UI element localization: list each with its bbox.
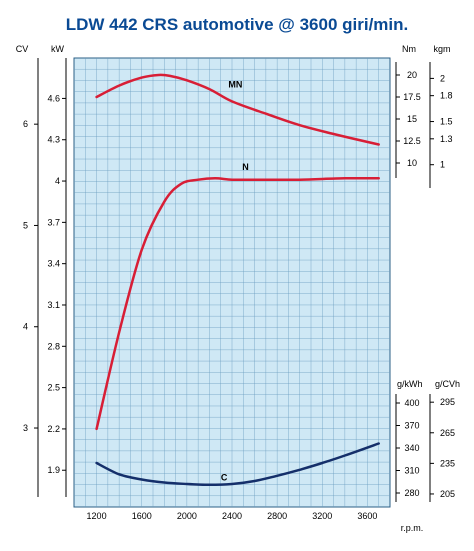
kw-tick-label: 2.5: [47, 383, 60, 393]
axes: 1200 1600 2000 2400 2800 3200 3600r.p.m.CV3456…: [16, 44, 460, 533]
curve-label-n: N: [242, 162, 249, 172]
kgm-tick-label: 1.8: [440, 91, 453, 101]
gkwh-tick-label: 340: [404, 443, 419, 453]
nm-tick-label: 12.5: [403, 136, 421, 146]
x-tick-label: 2800: [267, 511, 287, 521]
gcvh-tick-label: 205: [440, 489, 455, 499]
cv-tick-label: 4: [23, 322, 28, 332]
gkwh-tick-label: 280: [404, 488, 419, 498]
kw-tick-label: 3.4: [47, 259, 60, 269]
kgm-axis-label: kgm: [433, 44, 450, 54]
gkwh-tick-label: 310: [404, 466, 419, 476]
gkwh-tick-label: 400: [404, 398, 419, 408]
x-tick-label: 3200: [312, 511, 332, 521]
kw-tick-label: 1.9: [47, 465, 60, 475]
gcvh-tick-label: 295: [440, 397, 455, 407]
series-group: [95, 73, 380, 487]
kgm-tick-label: 1: [440, 160, 445, 170]
gcvh-tick-label: 265: [440, 428, 455, 438]
cv-tick-label: 6: [23, 119, 28, 129]
kw-tick-label: 4: [55, 176, 60, 186]
gcvh-tick-label: 235: [440, 458, 455, 468]
series-line-mn: [95, 73, 380, 146]
series-line-n: [95, 176, 380, 431]
nm-tick-label: 15: [407, 114, 417, 124]
kw-tick-label: 4.3: [47, 135, 60, 145]
grid: [74, 58, 390, 507]
curve-labels: MN N C: [221, 79, 249, 482]
series-line-c: [95, 442, 380, 487]
kgm-tick-label: 1.3: [440, 134, 453, 144]
kw-tick-label: 3.7: [47, 217, 60, 227]
gkwh-tick-label: 370: [404, 421, 419, 431]
kw-tick-label: 2.8: [47, 341, 60, 351]
nm-tick-label: 17.5: [403, 92, 421, 102]
chart-title: LDW 442 CRS automotive @ 3600 giri/min.: [66, 15, 409, 34]
nm-tick-label: 10: [407, 158, 417, 168]
curve-label-c: C: [221, 472, 228, 482]
nm-axis-label: Nm: [402, 44, 416, 54]
kw-tick-label: 4.6: [47, 93, 60, 103]
gcvh-axis-label: g/CVh: [435, 379, 460, 389]
nm-tick-label: 20: [407, 70, 417, 80]
kgm-tick-label: 1.5: [440, 117, 453, 127]
curve-label-mn: MN: [228, 79, 242, 89]
x-axis-label: r.p.m.: [401, 523, 424, 533]
x-tick-label: 2400: [222, 511, 242, 521]
cv-tick-label: 5: [23, 220, 28, 230]
cv-axis-label: CV: [16, 44, 29, 54]
kw-tick-label: 3.1: [47, 300, 60, 310]
gkwh-axis-label: g/kWh: [397, 379, 423, 389]
x-tick-label: 1600: [132, 511, 152, 521]
x-tick-label: 2000: [177, 511, 197, 521]
kw-tick-label: 2.2: [47, 424, 60, 434]
cv-tick-label: 3: [23, 423, 28, 433]
kw-axis-label: kW: [51, 44, 65, 54]
x-tick-label: 1200: [87, 511, 107, 521]
x-tick-label: 3600: [357, 511, 377, 521]
kgm-tick-label: 2: [440, 73, 445, 83]
